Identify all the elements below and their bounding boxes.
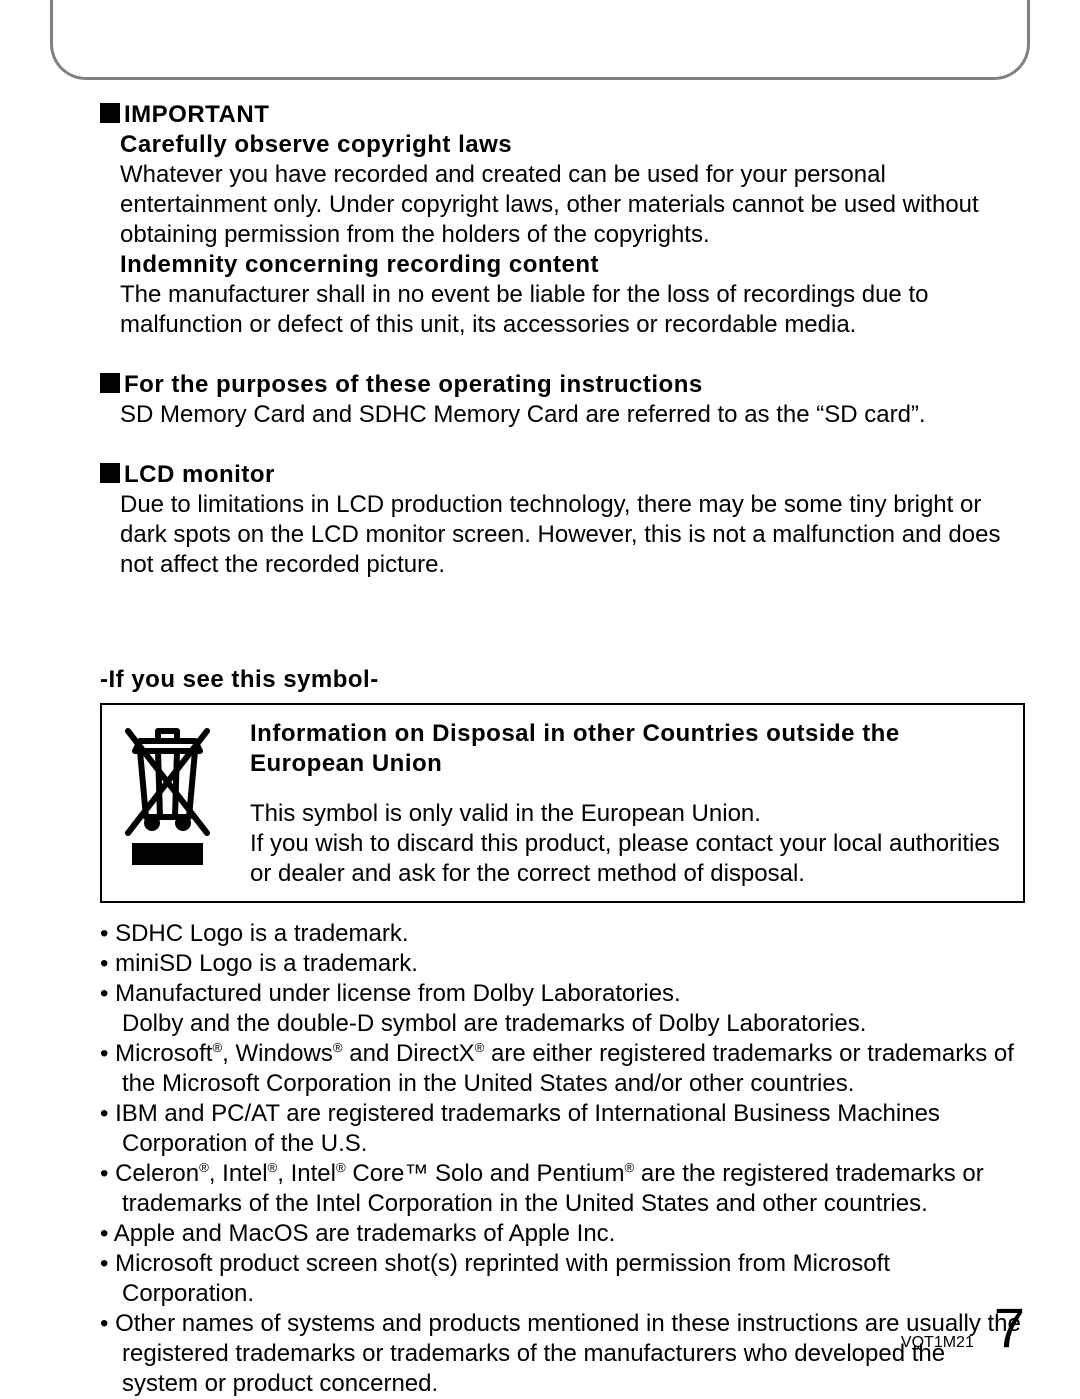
trademark-item: Celeron®, Intel®, Intel® Core™ Solo and … <box>100 1159 1025 1219</box>
section-body-purposes: SD Memory Card and SDHC Memory Card are … <box>100 400 1025 430</box>
trademark-item: miniSD Logo is a trademark. <box>100 949 1025 979</box>
disposal-text: Information on Disposal in other Countri… <box>250 719 1005 889</box>
disposal-title: Information on Disposal in other Countri… <box>250 719 1005 779</box>
trademark-item: Manufactured under license from Dolby La… <box>100 979 1025 1039</box>
page-number: 7 <box>994 1293 1025 1363</box>
trademark-item: SDHC Logo is a trademark. <box>100 919 1025 949</box>
trademark-item: Microsoft®, Windows® and DirectX® are ei… <box>100 1039 1025 1099</box>
heading-text: For the purposes of these operating inst… <box>124 371 703 398</box>
subheading-indemnity: Indemnity concerning recording content <box>120 250 1025 280</box>
section-heading-lcd: LCD monitor <box>100 460 1025 490</box>
body-copyright: Whatever you have recorded and created c… <box>120 160 1025 250</box>
symbol-label: -If you see this symbol- <box>100 665 1025 695</box>
disposal-body-1: This symbol is only valid in the Europea… <box>250 799 1005 829</box>
body-purposes: SD Memory Card and SDHC Memory Card are … <box>120 400 1025 430</box>
header-tab-frame <box>50 0 1030 80</box>
heading-text: IMPORTANT <box>124 101 269 128</box>
body-lcd: Due to limitations in LCD production tec… <box>120 490 1025 580</box>
weee-icon-col <box>120 719 220 889</box>
trademark-item: Microsoft product screen shot(s) reprint… <box>100 1249 1025 1309</box>
section-heading-purposes: For the purposes of these operating inst… <box>100 370 1025 400</box>
section-body-important: Carefully observe copyright laws Whateve… <box>100 130 1025 340</box>
disposal-info-box: Information on Disposal in other Countri… <box>100 703 1025 903</box>
subheading-copyright: Carefully observe copyright laws <box>120 130 1025 160</box>
page-footer: VQT1M21 7 <box>901 1293 1025 1363</box>
section-heading-important: IMPORTANT <box>100 100 1025 130</box>
body-indemnity: The manufacturer shall in no event be li… <box>120 280 1025 340</box>
trademark-item: Apple and MacOS are trademarks of Apple … <box>100 1219 1025 1249</box>
weee-bin-icon <box>120 723 215 868</box>
trademarks-list: SDHC Logo is a trademark. miniSD Logo is… <box>100 919 1025 1399</box>
disposal-body-2: If you wish to discard this product, ple… <box>250 829 1005 889</box>
trademark-item: Other names of systems and products ment… <box>100 1309 1025 1399</box>
page: IMPORTANT Carefully observe copyright la… <box>0 0 1080 1397</box>
footer-ref: VQT1M21 <box>901 1333 974 1353</box>
square-bullet-icon <box>100 103 120 123</box>
square-bullet-icon <box>100 463 120 483</box>
heading-text: LCD monitor <box>124 461 275 488</box>
page-content: IMPORTANT Carefully observe copyright la… <box>100 100 1025 1399</box>
square-bullet-icon <box>100 373 120 393</box>
trademark-item: IBM and PC/AT are registered trademarks … <box>100 1099 1025 1159</box>
section-body-lcd: Due to limitations in LCD production tec… <box>100 490 1025 580</box>
